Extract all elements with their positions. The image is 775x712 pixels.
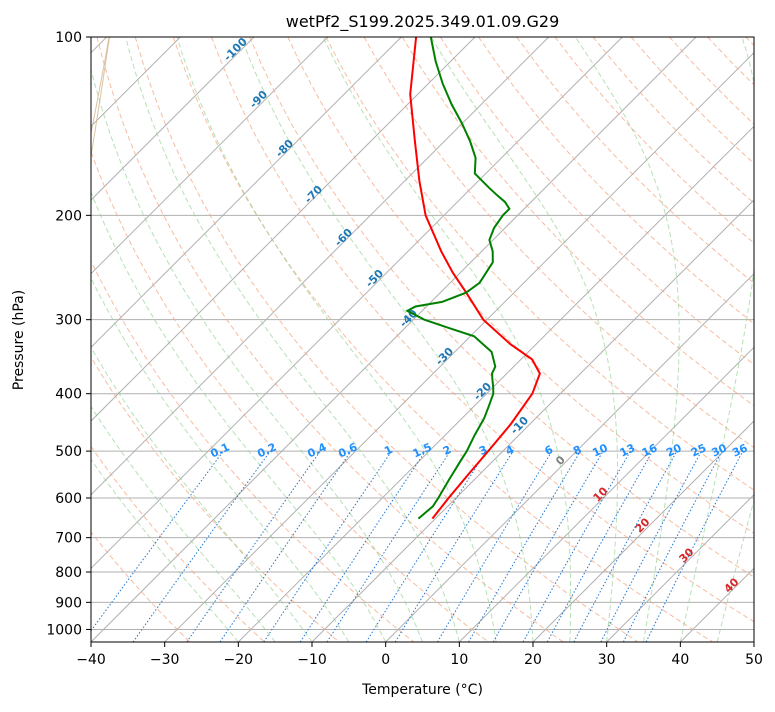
x-tick-label: 30 [598, 652, 616, 668]
y-tick-label: 400 [55, 387, 82, 403]
y-tick-label: 700 [55, 531, 82, 547]
x-tick-label: −10 [297, 652, 327, 668]
x-tick-label: 50 [745, 652, 763, 668]
y-tick-label: 100 [55, 30, 82, 46]
x-axis-label: Temperature (°C) [361, 682, 483, 698]
x-tick-label: −20 [224, 652, 254, 668]
y-tick-label: 200 [55, 208, 82, 224]
x-tick-label: 40 [671, 652, 689, 668]
y-axis-label: Pressure (hPa) [11, 290, 27, 390]
x-tick-label: 10 [450, 652, 468, 668]
x-tick-label: 20 [524, 652, 542, 668]
x-tick-label: −30 [150, 652, 180, 668]
y-tick-label: 300 [55, 313, 82, 329]
y-tick-label: 1000 [46, 622, 82, 638]
y-tick-label: 600 [55, 491, 82, 507]
x-tick-label: 0 [381, 652, 390, 668]
x-tick-label: −40 [76, 652, 106, 668]
chart-title: wetPf2_S199.2025.349.01.09.G29 [286, 12, 560, 32]
y-tick-label: 800 [55, 565, 82, 581]
y-tick-label: 500 [55, 444, 82, 460]
y-tick-label: 900 [55, 595, 82, 611]
